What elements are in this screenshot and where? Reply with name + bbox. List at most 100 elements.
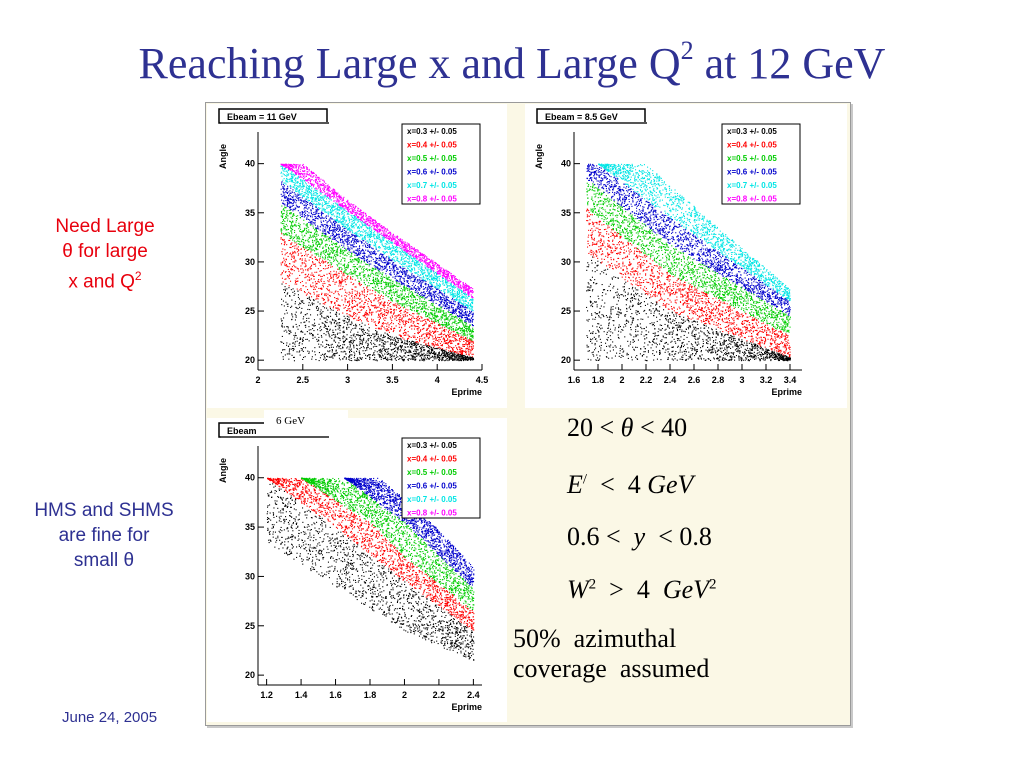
x-tick-label-2: 3: [345, 375, 350, 385]
legend-box: [401, 123, 481, 205]
x-tick-label-3: 2.2: [640, 375, 653, 385]
large-theta-line1: Need Large: [20, 214, 190, 239]
scatter-series-0: [280, 283, 475, 362]
legend-entry-3: x=0.6 +/- 0.05: [727, 168, 777, 177]
eprime-symbol: E: [567, 470, 583, 499]
x-tick-label-1: 2.5: [297, 375, 310, 385]
scatter-series-0: [266, 483, 475, 661]
legend-entry-2: x=0.5 +/- 0.05: [727, 154, 777, 163]
y-tick-label-2: 30: [561, 257, 571, 267]
legend-box: [401, 437, 481, 519]
legend-entry-2: x=0.5 +/- 0.05: [407, 468, 457, 477]
scatter-series-1: [586, 208, 791, 358]
large-theta-line3: x and Q2: [20, 264, 190, 294]
legend-entry-4: x=0.7 +/- 0.05: [407, 495, 457, 504]
theta-lower: 20: [567, 413, 593, 442]
scatter-series-3: [280, 181, 474, 327]
eprime-prime: /: [583, 471, 587, 487]
theta-upper: 40: [661, 413, 687, 442]
theta-op2: <: [640, 413, 655, 442]
condition-y: 0.6 < y < 0.8: [567, 522, 712, 552]
title-main: Reaching Large x and Large Q: [139, 39, 681, 88]
w-symbol: W: [567, 575, 589, 604]
scatter-bands: [586, 163, 791, 362]
eprime-op: <: [600, 470, 615, 499]
x-tick-label-4: 4: [435, 375, 440, 385]
large-theta-note: Need Large θ for large x and Q2: [20, 214, 190, 294]
x-axis-label: Eprime: [451, 702, 482, 712]
legend-entry-0: x=0.3 +/- 0.05: [407, 127, 457, 136]
x-tick-label-2: 1.6: [329, 690, 342, 700]
x-tick-label-5: 2.6: [688, 375, 701, 385]
x-axis-label: Eprime: [771, 387, 802, 397]
x-tick-label-5: 2.2: [433, 690, 446, 700]
legend-entry-0: x=0.3 +/- 0.05: [727, 127, 777, 136]
y-axis-label: Angle: [218, 458, 228, 483]
y-tick-label-0: 20: [245, 670, 255, 680]
y-tick-label-4: 40: [561, 159, 571, 169]
w-unit-sup: 2: [709, 576, 717, 592]
legend-entry-4: x=0.7 +/- 0.05: [407, 181, 457, 190]
legend-entry-5: x=0.8 +/- 0.05: [407, 509, 457, 518]
y-tick-label-3: 35: [561, 208, 571, 218]
x-tick-label-7: 3: [739, 375, 744, 385]
y-tick-label-4: 40: [245, 473, 255, 483]
condition-w2: W2 > 4 GeV2: [567, 575, 717, 605]
x-tick-label-4: 2.4: [664, 375, 677, 385]
y-axis-label: Angle: [218, 144, 228, 169]
legend-entry-2: x=0.5 +/- 0.05: [407, 154, 457, 163]
scatter-series-2: [301, 477, 475, 610]
legend-entry-4: x=0.7 +/- 0.05: [727, 181, 777, 190]
plot-title-shadow: [221, 122, 329, 124]
scatter-bands: [280, 163, 475, 362]
y-tick-label-1: 25: [561, 306, 571, 316]
w-unit: GeV: [663, 575, 709, 604]
legend-entry-3: x=0.6 +/- 0.05: [407, 168, 457, 177]
eprime-unit: GeV: [647, 470, 693, 499]
theta-op1: <: [600, 413, 615, 442]
scatter-series-5: [280, 163, 474, 299]
plot-8-5-gev: Ebeam = 8.5 GeV 1.6 1.8 2 2.2 2.4 2.6 2.8 3 3.2 3.…: [525, 104, 847, 408]
coverage-line2: coverage assumed: [513, 654, 709, 684]
x-tick-label-3: 1.8: [364, 690, 377, 700]
y-axis-label: Angle: [534, 144, 544, 169]
w-sup: 2: [589, 576, 597, 592]
large-theta-line3-sup: 2: [135, 269, 142, 283]
legend-entry-1: x=0.4 +/- 0.05: [407, 455, 457, 464]
eprime-value: 4: [628, 470, 641, 499]
plot-title: Ebeam = 8.5 GeV: [545, 112, 618, 122]
legend-entry-5: x=0.8 +/- 0.05: [407, 195, 457, 204]
plot-title: Ebeam: [227, 426, 257, 436]
scatter-series-2: [280, 205, 474, 341]
title-tail: at 12 GeV: [694, 39, 886, 88]
scatter-bands: [266, 477, 475, 661]
scatter-series-2: [586, 182, 791, 333]
scatter-series-4: [280, 164, 474, 312]
title-superscript: 2: [681, 36, 694, 65]
scatter-series-4: [598, 163, 791, 302]
y-tick-label-0: 20: [245, 355, 255, 365]
x-tick-label-1: 1.4: [295, 690, 308, 700]
legend-entry-5: x=0.8 +/- 0.05: [727, 195, 777, 204]
x-tick-label-8: 3.2: [760, 375, 773, 385]
slide-date: June 24, 2005: [62, 709, 157, 726]
x-axis-label: Eprime: [451, 387, 482, 397]
x-tick-label-0: 1.6: [568, 375, 581, 385]
hms-line3: small θ: [4, 548, 204, 573]
coverage-line1: 50% azimuthal: [513, 624, 709, 654]
plot-title-shadow: [221, 436, 329, 438]
scatter-series-1: [280, 233, 474, 357]
x-tick-label-5: 4.5: [476, 375, 489, 385]
y-tick-label-3: 35: [245, 208, 255, 218]
y-lower: 0.6: [567, 522, 600, 551]
y-tick-label-1: 25: [245, 306, 255, 316]
legend-entry-1: x=0.4 +/- 0.05: [727, 141, 777, 150]
legend-entry-0: x=0.3 +/- 0.05: [407, 441, 457, 450]
scatter-series-1: [267, 477, 475, 631]
w-op: >: [609, 575, 624, 604]
legend-entry-3: x=0.6 +/- 0.05: [407, 482, 457, 491]
x-tick-label-0: 2: [255, 375, 260, 385]
plot-title: Ebeam = 11 GeV: [227, 112, 297, 122]
hms-line1: HMS and SHMS: [4, 498, 204, 523]
plot-title-shadow: [539, 122, 647, 124]
